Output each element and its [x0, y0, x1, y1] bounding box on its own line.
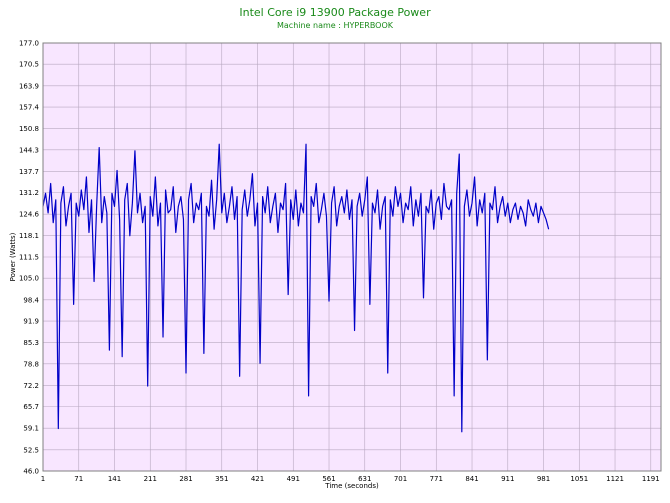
- x-tick-label: 491: [287, 475, 300, 483]
- y-tick-label: 85.3: [23, 339, 39, 347]
- x-tick-label: 421: [251, 475, 264, 483]
- y-tick-label: 78.8: [23, 360, 39, 368]
- x-tick-label: 71: [74, 475, 83, 483]
- y-tick-label: 59.1: [23, 425, 39, 433]
- series-line-package-power: [42, 143, 550, 433]
- y-tick-label: 111.5: [19, 254, 39, 262]
- chart-title: Intel Core i9 13900 Package Power: [239, 6, 431, 19]
- grid-lines: [42, 42, 661, 472]
- plot-border: [42, 42, 662, 472]
- y-axis-label: Power (Watts): [9, 232, 17, 281]
- x-tick-label: 561: [322, 475, 335, 483]
- x-axis-ticks: 1 71 141 211 281 351 421 491 561 631 701 771 841 911 9…: [41, 475, 660, 483]
- x-tick-label: 1051: [570, 475, 588, 483]
- chart-subtitle: Machine name : HYPERBOOK: [277, 21, 394, 30]
- y-axis-ticks: 46.0 52.5 59.1 65.7 72.2 78.8 85.3 91.9 98.4 105.…: [19, 40, 40, 476]
- x-tick-label: 1: [41, 475, 45, 483]
- x-tick-label: 841: [465, 475, 478, 483]
- y-tick-label: 170.5: [19, 61, 39, 69]
- y-tick-label: 163.9: [19, 82, 39, 90]
- x-tick-label: 351: [215, 475, 228, 483]
- y-tick-label: 144.3: [19, 146, 39, 154]
- x-tick-label: 1121: [606, 475, 624, 483]
- y-tick-label: 91.9: [23, 318, 39, 326]
- x-tick-label: 701: [394, 475, 407, 483]
- x-tick-label: 1191: [642, 475, 660, 483]
- y-tick-label: 131.2: [19, 189, 39, 197]
- y-tick-label: 72.2: [23, 382, 39, 390]
- y-tick-label: 65.7: [23, 403, 39, 411]
- y-tick-label: 177.0: [19, 40, 39, 48]
- y-tick-label: 137.7: [19, 168, 39, 176]
- y-tick-label: 46.0: [23, 468, 39, 476]
- x-tick-label: 211: [144, 475, 157, 483]
- y-tick-label: 157.4: [19, 104, 40, 112]
- x-tick-label: 281: [179, 475, 192, 483]
- y-tick-label: 105.0: [19, 275, 39, 283]
- y-tick-label: 150.8: [19, 125, 39, 133]
- x-tick-label: 771: [430, 475, 443, 483]
- y-tick-label: 52.5: [23, 446, 39, 454]
- x-axis-label: Time (seconds): [324, 482, 379, 490]
- y-tick-label: 124.6: [19, 211, 40, 219]
- x-tick-label: 631: [358, 475, 371, 483]
- x-tick-label: 141: [108, 475, 121, 483]
- y-tick-label: 98.4: [23, 296, 39, 304]
- y-tick-label: 118.1: [19, 232, 39, 240]
- x-tick-label: 911: [501, 475, 514, 483]
- x-tick-label: 981: [537, 475, 550, 483]
